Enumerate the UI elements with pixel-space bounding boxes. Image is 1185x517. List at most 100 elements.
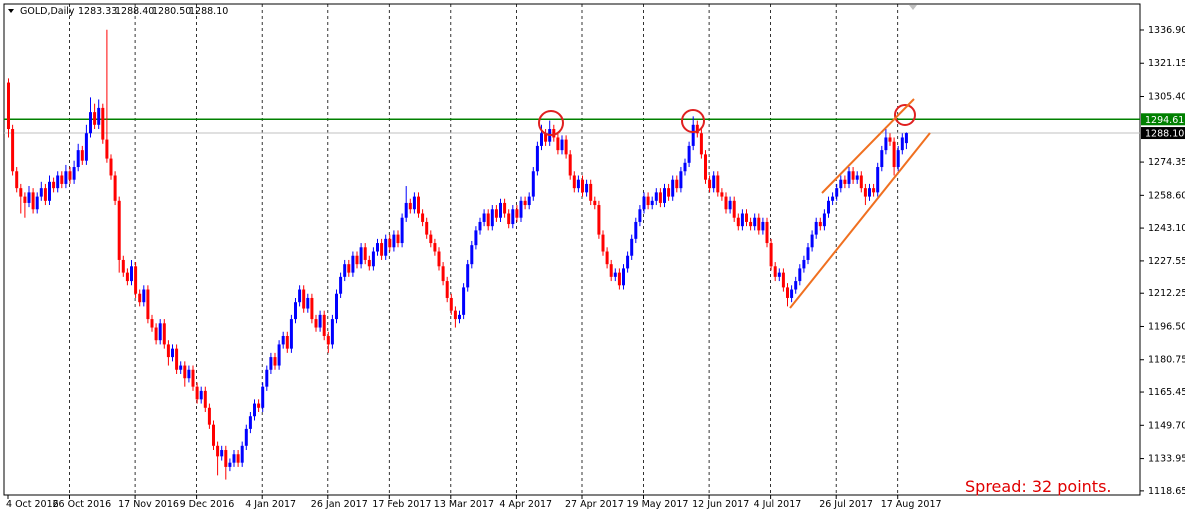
candle-body (515, 209, 519, 218)
candle-body (306, 297, 310, 309)
candle-body (154, 327, 158, 341)
candle-body (781, 272, 785, 288)
candle-body (326, 335, 330, 345)
candle-body (683, 162, 687, 172)
candle-body (207, 407, 211, 425)
x-tick-label: 12 Jun 2017 (692, 499, 749, 510)
highlight-circle (894, 104, 916, 126)
candle-body (212, 424, 215, 446)
highlight-circle (681, 109, 705, 133)
candle-body (302, 289, 306, 309)
candle-body (880, 150, 884, 168)
symbol: GOLD,Daily (20, 6, 75, 17)
candle-body (667, 188, 671, 197)
candle-body (52, 181, 56, 189)
ohlc-high: 1288.40 (115, 6, 154, 17)
candle-body (765, 221, 769, 244)
candle-body (740, 213, 744, 227)
candle-body (486, 213, 490, 227)
price-tag (1141, 113, 1185, 126)
x-tick-label: 17 Nov 2016 (118, 499, 179, 510)
candle-body (216, 445, 220, 457)
candle-body (544, 133, 548, 142)
candle-body (904, 133, 908, 144)
x-tick-label: 26 Oct 2016 (53, 499, 112, 510)
candle-body (355, 255, 359, 265)
y-tick-label: 1305.40 (1148, 91, 1185, 102)
candle-body (732, 200, 736, 218)
candle-body (675, 179, 679, 189)
trend-line (789, 132, 931, 309)
candle-body (240, 445, 244, 463)
candle-body (166, 344, 170, 358)
candle-body (630, 238, 634, 256)
candle-body (380, 243, 384, 256)
candle-body (654, 192, 658, 201)
candle-body (650, 200, 654, 206)
candle-body (7, 82, 10, 130)
candle-body (277, 344, 281, 366)
candle-body (839, 179, 843, 189)
candle-body (626, 255, 630, 269)
candle-body (716, 175, 720, 193)
candle-body (868, 188, 871, 197)
candle-body (130, 266, 133, 282)
x-tick-label: 4 Jul 2017 (754, 499, 802, 510)
candle-body (89, 112, 92, 134)
candle-body (76, 150, 80, 168)
candle-body (802, 259, 806, 269)
candle-body (257, 403, 261, 408)
x-tick-label: 19 May 2017 (627, 499, 689, 510)
candle-body (568, 154, 572, 176)
candle-body (490, 209, 494, 227)
candle-body (125, 272, 129, 282)
candle-body (585, 183, 589, 193)
candle-body (335, 293, 338, 320)
x-tick-label: 4 Jan 2017 (245, 499, 296, 510)
candle-body (605, 251, 609, 265)
candle-body (855, 175, 859, 180)
trend-line (821, 98, 915, 194)
candle-body (318, 314, 322, 328)
price-tag-label: 1288.10 (1145, 129, 1184, 140)
y-tick-label: 1133.95 (1148, 454, 1185, 465)
candle-body (179, 365, 183, 370)
candle-body (560, 139, 564, 151)
candle-body (535, 145, 539, 172)
candle-body (458, 314, 461, 320)
candle-body (359, 247, 363, 265)
candle-body (581, 179, 584, 193)
candle-body (556, 137, 560, 151)
candle-body (810, 234, 814, 248)
candle-body (384, 238, 388, 256)
plot-frame (3, 3, 1141, 496)
candle-body (11, 129, 15, 172)
candle-body (572, 175, 576, 189)
candle-body (494, 209, 498, 218)
candle-body (146, 289, 150, 320)
x-tick-label: 26 Jul 2017 (819, 499, 873, 510)
x-tick-label: 17 Feb 2017 (372, 499, 431, 510)
candle-body (392, 234, 396, 248)
candle-body (183, 365, 187, 379)
candle-body (523, 200, 527, 206)
candle-body (540, 133, 543, 146)
candle-body (589, 183, 593, 201)
candle-body (658, 192, 662, 203)
candle-body (433, 243, 437, 252)
candle-body (843, 179, 847, 184)
candle-body (601, 234, 605, 252)
y-tick-label: 1227.55 (1148, 256, 1185, 267)
candle-body (228, 462, 232, 467)
candle-body (15, 171, 19, 189)
y-tick-label: 1336.90 (1148, 25, 1185, 36)
candle-body (408, 202, 412, 210)
y-tick-label: 1196.50 (1148, 321, 1185, 332)
candle-body (294, 302, 297, 320)
candle-body (576, 179, 580, 189)
candle-body (253, 403, 256, 417)
candle-body (27, 192, 31, 203)
candle-body (749, 221, 753, 227)
candle-body (671, 179, 675, 197)
candle-body (687, 145, 691, 163)
